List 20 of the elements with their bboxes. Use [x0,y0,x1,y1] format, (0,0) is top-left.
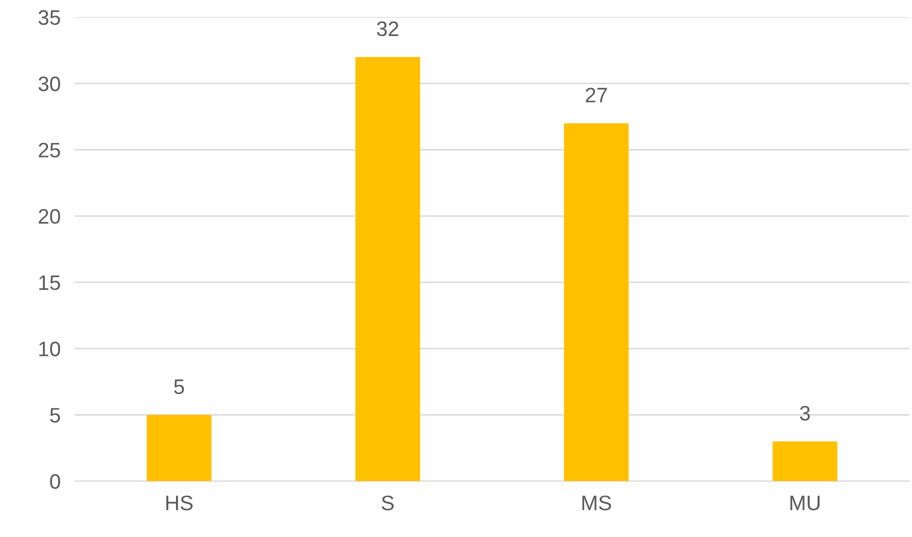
y-tick-label: 35 [38,10,60,25]
bar [772,441,838,482]
x-tick-label: HS [166,496,193,510]
y-tick-label: 25 [38,142,60,158]
y-tick-label: 5 [50,408,60,423]
bar [146,414,212,482]
x-tick-label: MU [790,496,820,510]
bar [355,56,420,482]
y-tick-label: 15 [39,276,60,290]
y-tick-label: 30 [38,76,60,92]
data-label: 5 [174,380,184,394]
data-label: 3 [800,406,810,421]
bar [564,123,629,482]
data-label: 32 [376,21,398,36]
y-tick-label: 0 [50,474,60,489]
y-tick-label: 20 [38,209,60,224]
x-tick-label: MS [582,496,612,510]
y-tick-label: 10 [39,342,60,356]
x-tick-label: S [382,496,394,510]
data-label: 27 [586,88,607,102]
